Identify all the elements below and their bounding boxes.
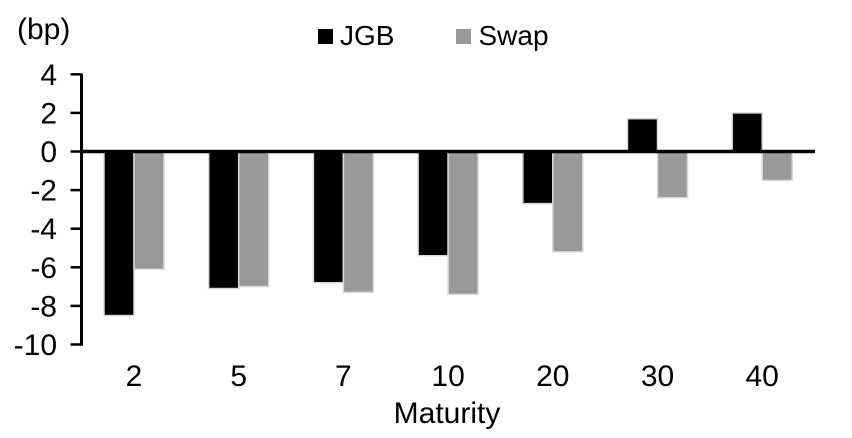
bar-jgb-7 (312, 150, 345, 284)
bar-swap-2 (133, 150, 165, 270)
x-tick-label: 40 (746, 360, 779, 393)
jgb-legend-label: JGB (340, 20, 395, 51)
y-axis-unit-label: (bp) (17, 13, 71, 46)
swap-legend-swatch-icon (456, 28, 472, 44)
bar-swap-20 (552, 150, 584, 253)
x-tick-label: 10 (431, 360, 464, 393)
bar-jgb-30 (626, 117, 659, 153)
legend-item-swap: Swap (456, 20, 549, 51)
x-axis-title: Maturity (393, 397, 501, 430)
bar-jgb-10 (417, 150, 449, 257)
x-tick-label: 7 (335, 360, 352, 393)
bar-swap-7 (342, 150, 375, 294)
jgb-legend-swatch-icon (318, 28, 333, 44)
x-tick-label: 20 (536, 360, 569, 393)
bar-swap-10 (447, 150, 479, 296)
swap-legend-label: Swap (478, 20, 549, 51)
bar-jgb-2 (103, 150, 135, 317)
y-tick-label: -4 (30, 213, 57, 246)
x-tick-label: 2 (126, 360, 143, 393)
y-tick-label: 4 (40, 59, 57, 92)
y-tick-label: -6 (30, 252, 57, 285)
bar-swap-30 (656, 150, 689, 199)
bar-jgb-40 (731, 112, 763, 153)
x-tick-label: 30 (641, 360, 674, 393)
bar-jgb-20 (522, 150, 554, 205)
y-tick-label: -10 (14, 329, 57, 362)
y-tick-label: -2 (30, 175, 57, 208)
y-tick-label: 2 (40, 97, 57, 130)
y-tick-label: 0 (40, 136, 57, 169)
bar-jgb-5 (207, 150, 240, 290)
bar-swap-40 (761, 150, 793, 182)
y-tick-label: -8 (30, 290, 57, 323)
legend-item-jgb: JGB (318, 21, 394, 51)
x-tick-label: 5 (230, 360, 247, 393)
bar-swap-5 (237, 150, 270, 288)
legend: JGB Swap (318, 21, 549, 51)
